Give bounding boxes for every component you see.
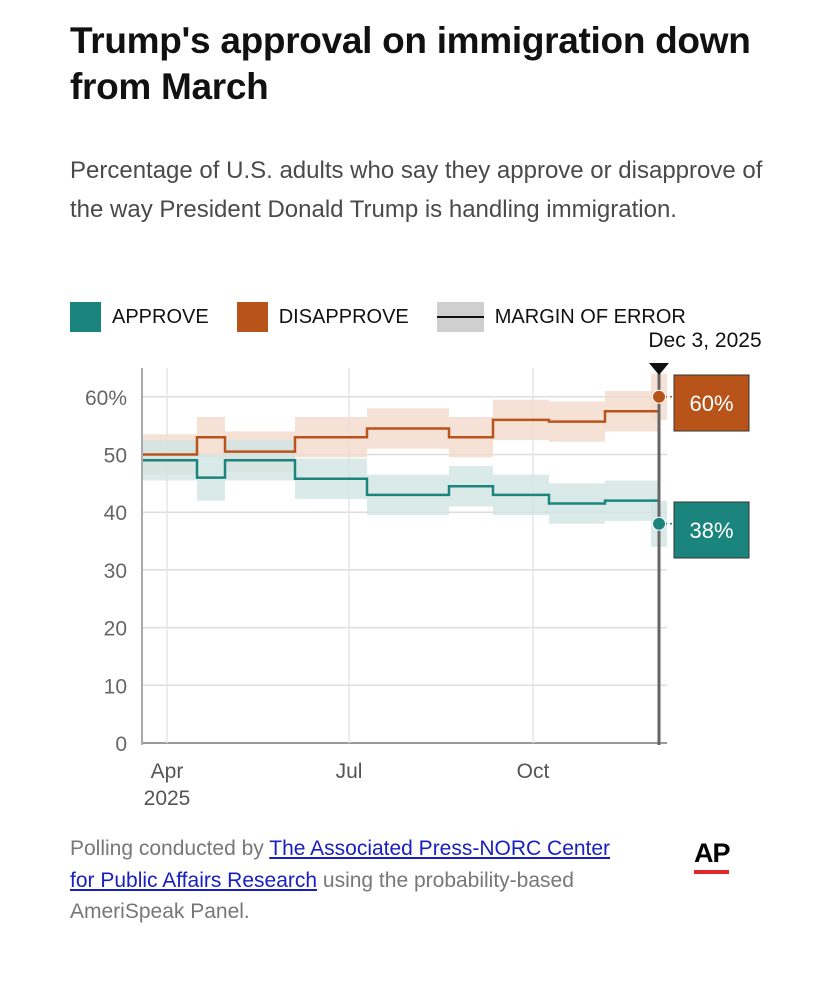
approve-line: [143, 459, 659, 505]
disapprove-swatch: [236, 302, 268, 332]
legend-approve: APPROVE: [70, 302, 209, 332]
y-tick-label: 30: [104, 560, 127, 583]
approve-callout-box: [673, 501, 750, 559]
y-tick-label: 0: [115, 733, 127, 756]
legend: APPROVE DISAPPROVE MARGIN OF ERROR: [70, 302, 714, 332]
legend-moe-label: MARGIN OF ERROR: [494, 305, 686, 328]
ap-logo: AP: [694, 838, 731, 868]
x-tick-label: Jul: [336, 760, 363, 783]
x-tick-label: Apr: [151, 760, 184, 783]
norc-link[interactable]: The Associated Press-NORC Center for Pub…: [70, 837, 611, 892]
date-marker-label: Dec 3, 2025: [648, 329, 761, 352]
y-tick-label: 10: [104, 675, 127, 698]
footer-post: using the probability-based AmeriSpeak P…: [70, 868, 574, 924]
disapprove-latest-point: [652, 389, 666, 404]
x-tick-label: Oct: [517, 760, 550, 783]
disapprove-callout-box: [673, 374, 750, 432]
approve-latest-point: [652, 516, 666, 531]
disapprove-callout-label: 60%: [689, 391, 733, 416]
disapprove-line: [143, 409, 659, 456]
y-tick-label: 20: [104, 618, 127, 641]
moe-swatch: [436, 302, 484, 332]
date-marker-triangle: [649, 363, 669, 375]
footer-note: Polling conducted by The Associated Pres…: [70, 833, 630, 928]
legend-moe: MARGIN OF ERROR: [436, 302, 686, 332]
approve-swatch: [70, 302, 101, 332]
legend-disapprove-label: DISAPPROVE: [278, 305, 409, 328]
y-tick-label: 50: [104, 445, 127, 468]
y-tick-label: 60%: [85, 387, 127, 410]
approve-callout-label: 38%: [689, 518, 733, 543]
ap-logo-bar: [694, 870, 729, 874]
legend-disapprove: DISAPPROVE: [236, 302, 409, 332]
legend-approve-label: APPROVE: [112, 305, 209, 328]
footer-pre: Polling conducted by: [70, 837, 270, 860]
y-tick-label: 40: [104, 502, 127, 525]
x-tick-year: 2025: [144, 787, 191, 810]
chart-title: Trump's approval on immigration down fro…: [70, 20, 751, 107]
chart-subtitle: Percentage of U.S. adults who say they a…: [70, 157, 763, 223]
